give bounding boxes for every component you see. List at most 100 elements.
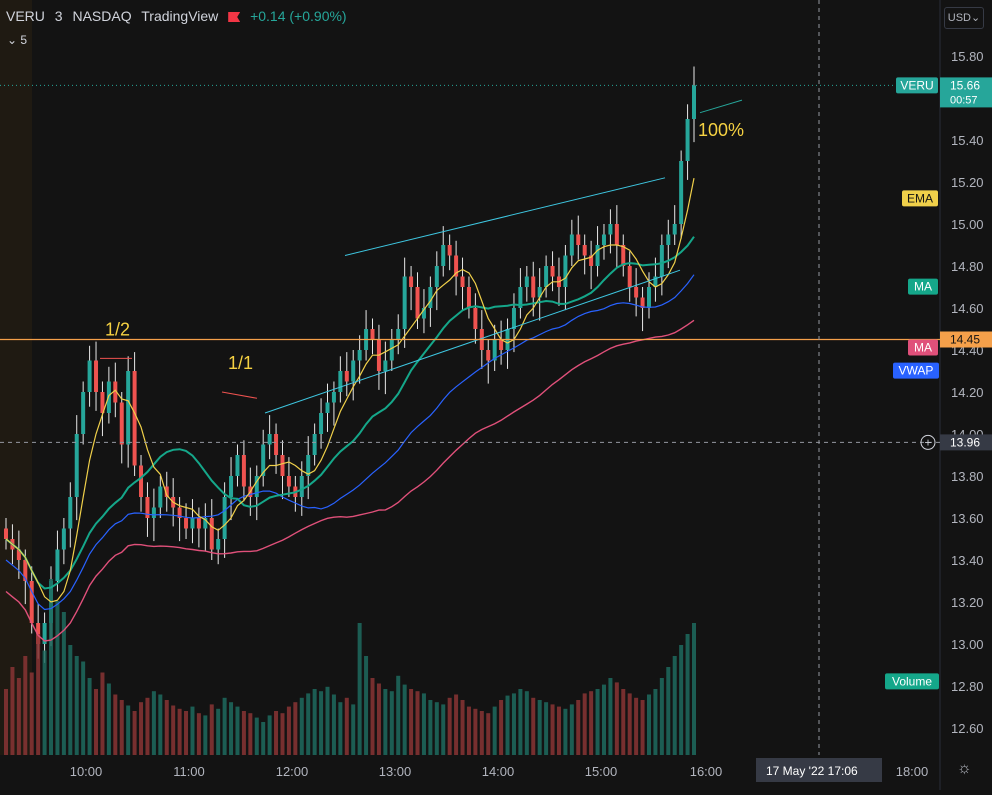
candle-body [524,276,529,287]
candle-body [402,276,407,329]
volume-bar [203,715,208,755]
volume-bar [653,689,658,755]
volume-bar [601,684,606,755]
volume-bar [196,713,201,755]
candle-body [145,497,150,518]
volume-bar [421,693,426,755]
candle-body [428,287,433,308]
candle-body [222,497,227,539]
annotation-arrow [221,391,258,399]
candle-body [338,371,343,392]
candle-body [396,329,401,340]
ema-badge[interactable] [902,190,938,207]
candle-body [286,476,291,487]
plus-circle-icon[interactable] [920,434,936,450]
volume-bar [447,697,452,755]
y-tick-label: 13.00 [951,637,984,652]
chevron-down-icon[interactable]: ⌄ [7,33,18,47]
volume-bar [81,661,86,755]
y-tick-label: 14.80 [951,259,984,274]
annotation-full: 1/1 [228,353,253,373]
candle-body [203,518,208,529]
ma-green-badge-text: MA [914,280,932,294]
candle-body [55,549,60,581]
candle-body [164,486,169,497]
currency-selector[interactable]: USD⌄ [944,7,984,29]
vwap-line [5,274,695,611]
candle-body [325,402,330,413]
ma-green-badge[interactable] [908,278,938,295]
candle-body [306,455,311,476]
y-tick-label: 13.20 [951,595,984,610]
volume-bar [685,634,690,755]
candle-body [389,339,394,361]
candle-body [94,360,99,392]
volume-bar [229,702,234,755]
candle-body [550,266,555,277]
volume-bar [627,693,632,755]
candle-body [627,266,632,287]
candle-body [299,476,304,497]
candle-body [42,623,47,644]
candle-body [254,476,259,497]
volume-bar [402,684,407,755]
volume-bar [325,686,330,755]
volume-bar [479,711,484,755]
candle-body [81,392,86,434]
volume-bar [679,645,684,755]
crosshair-price-badge [940,434,992,451]
volume-bar [396,675,401,755]
vwap-badge[interactable] [893,362,939,379]
volume-badge[interactable] [885,673,939,690]
volume-bar [511,693,516,755]
interval[interactable]: 3 [54,8,63,24]
candle-body [685,119,690,161]
candle-body [261,444,266,476]
candle-body [177,507,182,518]
volume-bar [608,678,613,755]
volume-bar [299,697,304,755]
volume-bar [164,700,169,755]
volume-bar [544,702,549,755]
indicators-toggle[interactable]: ⌄ 5 [7,33,27,47]
volume-bar [106,683,111,755]
volume-bar [672,656,677,755]
y-tick-label: 15.00 [951,217,984,232]
x-tick-label: 14:00 [482,764,515,779]
volume-bar [4,689,8,755]
x-tick-label: 13:00 [379,764,412,779]
flag-icon[interactable] [228,12,241,22]
candle-body [132,371,137,466]
last-price-text: 15.66 [950,78,980,92]
candle-body [511,308,516,329]
candle-body [544,266,549,287]
candle-body [68,497,73,529]
volume-bar [563,708,568,755]
x-tick-label: 18:00 [896,764,929,779]
data-source: TradingView [141,8,219,24]
ma-pink-badge[interactable] [908,339,938,356]
candle-body [447,245,452,256]
symbol-badge[interactable] [896,77,938,94]
gear-icon[interactable]: ☼ [957,760,972,777]
candle-body [119,402,124,445]
symbol-name[interactable]: VERU [6,8,45,24]
candle-body [679,161,684,224]
candle-body [621,245,626,266]
volume-bar [492,706,497,755]
ma-pink-line [5,319,695,642]
channel-lower [264,269,681,414]
volume-bar [692,623,696,755]
volume-bar [614,682,619,755]
candle-body [61,528,66,550]
volume-bar [460,700,465,755]
candle-body [190,518,195,529]
volume-bar [235,706,240,755]
y-tick-label: 12.60 [951,721,984,736]
candle-body [531,276,536,298]
y-tick-label: 14.60 [951,301,984,316]
volume-bar [132,711,137,755]
volume-bar [190,706,195,755]
